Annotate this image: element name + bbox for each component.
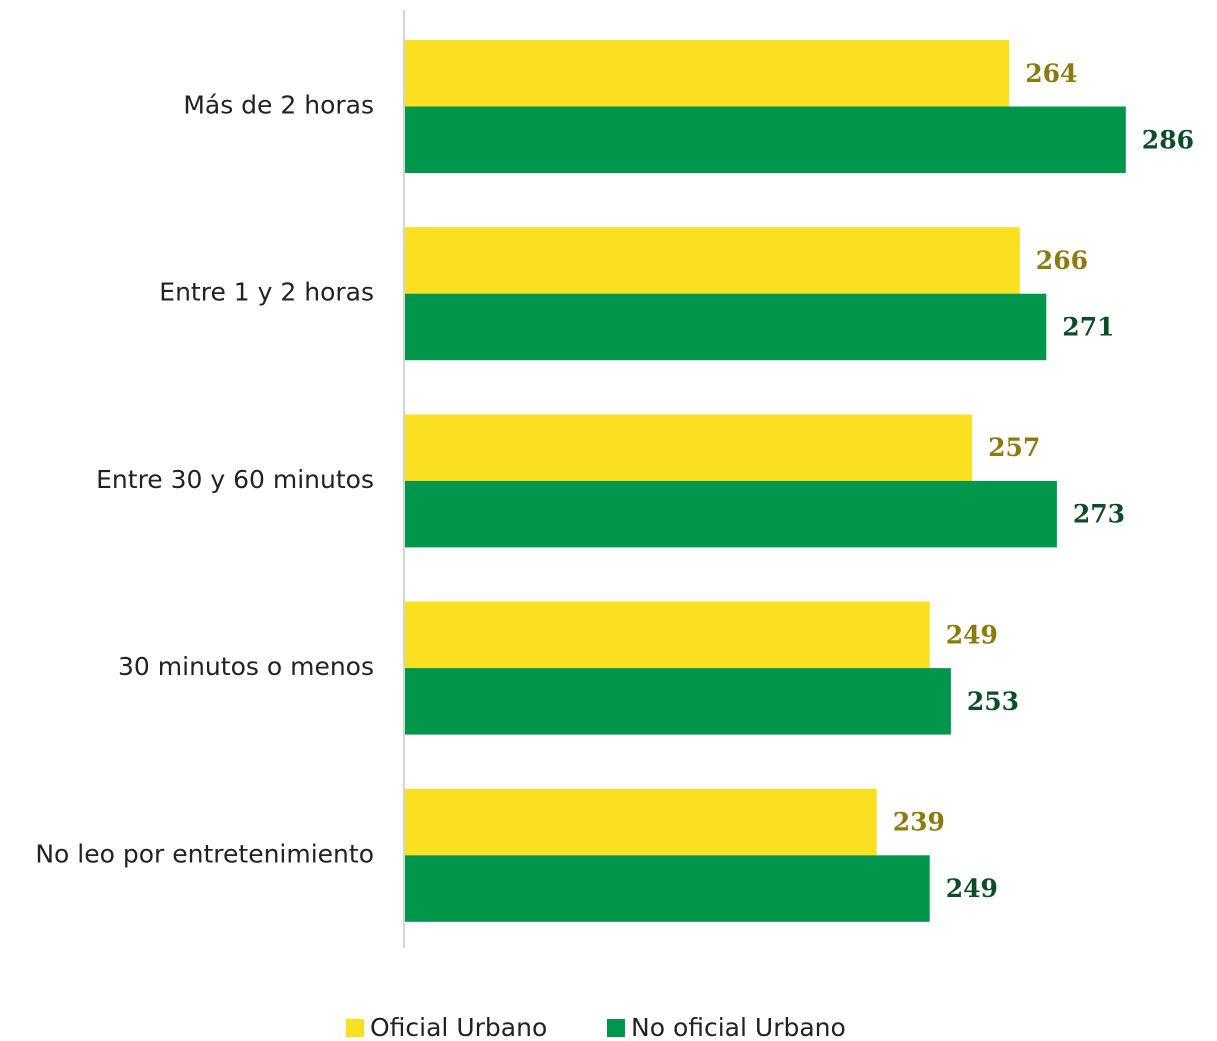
bar-no-oficial-urbano-entre-30-y-60-minutos (405, 480, 1057, 548)
bar-oficial-urbano-mas-de-2-horas (405, 40, 1010, 107)
category-label-mas-de-2-horas: Más de 2 horas (183, 91, 374, 120)
category-labels-group: Más de 2 horas Entre 1 y 2 horas Entre 30 … (35, 91, 374, 869)
bar-oficial-urbano-entre-30-y-60-minutos (405, 414, 973, 481)
value-label-no-oficial-urbano-30-minutos-o-menos: 253 (967, 687, 1019, 716)
bar-no-oficial-urbano-30-minutos-o-menos (405, 668, 951, 735)
category-label-entre-30-y-60-minutos: Entre 30 y 60 minutos (96, 465, 374, 494)
value-label-oficial-urbano-entre-1-y-2-horas: 266 (1036, 246, 1088, 275)
legend-label-oficial-urbano: Oficial Urbano (370, 1013, 547, 1041)
legend-swatch-no-oficial-urbano (607, 1019, 625, 1037)
bars-group (405, 40, 1126, 922)
legend: Oficial Urbano No oficial Urbano (346, 1013, 846, 1041)
category-label-30-minutos-o-menos: 30 minutos o menos (118, 652, 374, 681)
bar-oficial-urbano-30-minutos-o-menos (405, 601, 930, 669)
value-label-no-oficial-urbano-no-leo-por-entretenimiento: 249 (946, 874, 998, 903)
value-label-oficial-urbano-mas-de-2-horas: 264 (1025, 59, 1077, 88)
value-label-no-oficial-urbano-entre-30-y-60-minutos: 273 (1073, 500, 1125, 529)
legend-label-no-oficial-urbano: No oficial Urbano (631, 1013, 846, 1041)
legend-swatch-oficial-urbano (346, 1019, 364, 1037)
value-label-oficial-urbano-entre-30-y-60-minutos: 257 (988, 433, 1040, 462)
value-label-oficial-urbano-30-minutos-o-menos: 249 (946, 620, 998, 649)
value-label-no-oficial-urbano-entre-1-y-2-horas: 271 (1062, 312, 1114, 341)
category-label-no-leo-por-entretenimiento: No leo por entretenimiento (35, 839, 374, 868)
bar-oficial-urbano-no-leo-por-entretenimiento (405, 788, 877, 856)
bar-no-oficial-urbano-no-leo-por-entretenimiento (405, 855, 930, 922)
bar-no-oficial-urbano-mas-de-2-horas (405, 106, 1126, 173)
bar-no-oficial-urbano-entre-1-y-2-horas (405, 293, 1047, 361)
bar-oficial-urbano-entre-1-y-2-horas (405, 227, 1020, 294)
value-labels-group: 264 286 266 271 257 273 249 253 239 249 (893, 59, 1194, 903)
value-label-no-oficial-urbano-mas-de-2-horas: 286 (1142, 125, 1194, 154)
value-label-oficial-urbano-no-leo-por-entretenimiento: 239 (893, 808, 945, 837)
category-label-entre-1-y-2-horas: Entre 1 y 2 horas (159, 278, 374, 307)
